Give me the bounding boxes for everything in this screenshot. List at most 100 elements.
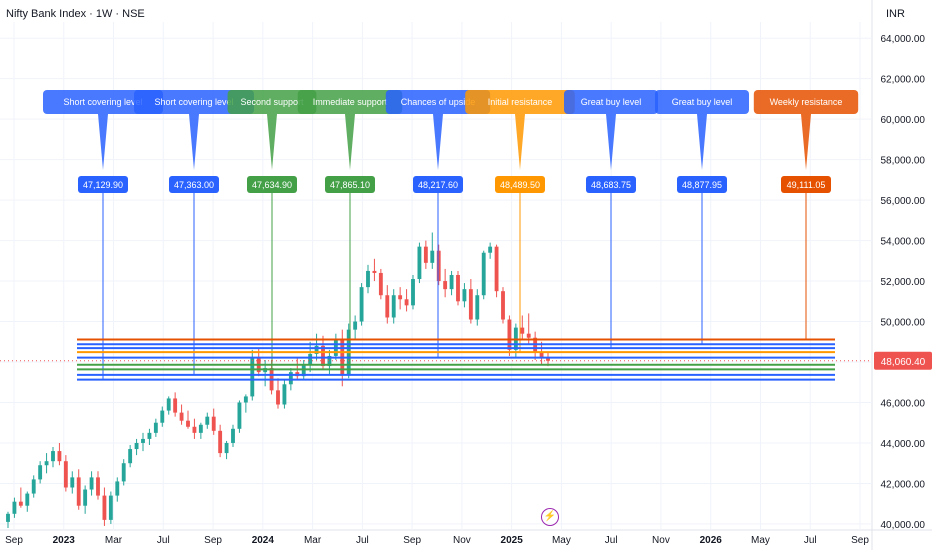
candle-body (153, 422, 158, 433)
candle-body (121, 463, 126, 482)
level-value-tag (413, 176, 463, 193)
callout-pointer (801, 114, 811, 170)
candle-body (327, 355, 332, 367)
candle-body (44, 461, 49, 466)
callout-label: Chances of upside (401, 97, 476, 107)
y-tick-label: 60,000.00 (881, 115, 926, 126)
candle-body (372, 270, 377, 273)
candle-body (546, 357, 550, 361)
candle-body (488, 246, 493, 253)
callout-pointer (345, 114, 355, 170)
candle-body (321, 345, 325, 367)
level-value-tag (325, 176, 375, 193)
candle-body (353, 321, 358, 330)
level-value: 48,217.60 (418, 180, 458, 190)
callout-box (43, 90, 163, 114)
x-tick-label: Jul (157, 535, 170, 546)
x-tick-label: 2023 (53, 535, 76, 546)
level-value: 47,129.90 (83, 180, 123, 190)
candle-body (12, 501, 17, 514)
x-tick-label: May (751, 535, 770, 546)
level-value-tag (677, 176, 727, 193)
callout-box (465, 90, 575, 114)
callout-label: Great buy level (672, 97, 733, 107)
candle-body (449, 274, 454, 290)
level-value: 48,877.95 (682, 180, 722, 190)
callout-label: Second support (240, 97, 304, 107)
candle-body (115, 481, 120, 496)
level-value-tag (495, 176, 545, 193)
x-tick-label: Mar (105, 535, 123, 546)
candle-body (475, 295, 480, 320)
candle-body (423, 246, 428, 263)
callout-pointer (98, 114, 108, 170)
level-value: 48,489.50 (500, 180, 540, 190)
currency-label: INR (886, 8, 905, 20)
level-value: 47,865.10 (330, 180, 370, 190)
candle-body (128, 449, 133, 464)
callout-box (655, 90, 749, 114)
candle-body (481, 252, 486, 296)
last-price-label: 48,060.40 (881, 357, 926, 368)
callout-label: Initial resistance (488, 97, 553, 107)
y-tick-label: 42,000.00 (881, 479, 926, 490)
candle-body (520, 327, 525, 334)
candle-body (359, 287, 364, 322)
x-tick-label: Nov (453, 535, 471, 546)
candle-body (443, 281, 448, 290)
last-price-tag (874, 351, 932, 370)
callout-pointer (515, 114, 525, 170)
y-tick-label: 62,000.00 (881, 75, 926, 86)
candle-body (494, 246, 499, 292)
y-tick-label: 46,000.00 (881, 398, 926, 409)
x-tick-label: May (552, 535, 571, 546)
candle-body (57, 451, 62, 462)
y-tick-label: 40,000.00 (881, 520, 926, 531)
candle-body (276, 390, 280, 405)
candle-body (417, 246, 422, 280)
callout-pointer (433, 114, 443, 170)
callout-label: Great buy level (581, 97, 642, 107)
candle-body (385, 295, 390, 318)
candle-body (192, 426, 197, 433)
callout-label: Weekly resistance (770, 97, 843, 107)
y-tick-label: 64,000.00 (881, 34, 926, 45)
callout-label: Immediate support (313, 97, 388, 107)
candle-body (147, 432, 152, 439)
candle-body (539, 351, 544, 358)
callout-box (385, 90, 491, 114)
level-value: 47,363.00 (174, 180, 214, 190)
candle-body (31, 479, 36, 494)
level-value: 47,634.90 (252, 180, 292, 190)
callout-pointer (697, 114, 707, 170)
lightning-icon[interactable]: ⚡ (541, 508, 559, 526)
candle-body (141, 438, 145, 443)
candle-body (224, 442, 229, 454)
x-tick-label: Sep (5, 535, 23, 546)
candle-body (308, 353, 313, 365)
callout-box (134, 90, 254, 114)
candle-body (108, 495, 113, 520)
candle-body (166, 398, 171, 411)
candle-body (411, 279, 415, 306)
candle-body (102, 495, 107, 520)
candle-body (51, 451, 55, 462)
candle-body (70, 477, 75, 488)
x-tick-label: 2026 (700, 535, 723, 546)
x-tick-label: 2024 (252, 535, 275, 546)
candle-body (456, 274, 460, 302)
candle-body (173, 398, 178, 413)
level-value: 49,111.05 (787, 180, 826, 190)
y-tick-label: 50,000.00 (881, 318, 926, 329)
candle-body (378, 272, 383, 296)
level-value-tag (781, 176, 831, 193)
symbol-header[interactable]: Nifty Bank Index · 1W · NSE (6, 8, 145, 20)
candle-body (134, 442, 139, 450)
candle-body (89, 477, 94, 490)
x-tick-label: Jul (356, 535, 369, 546)
candle-body (6, 513, 10, 522)
candle-body (243, 396, 248, 403)
candle-body (18, 501, 23, 506)
